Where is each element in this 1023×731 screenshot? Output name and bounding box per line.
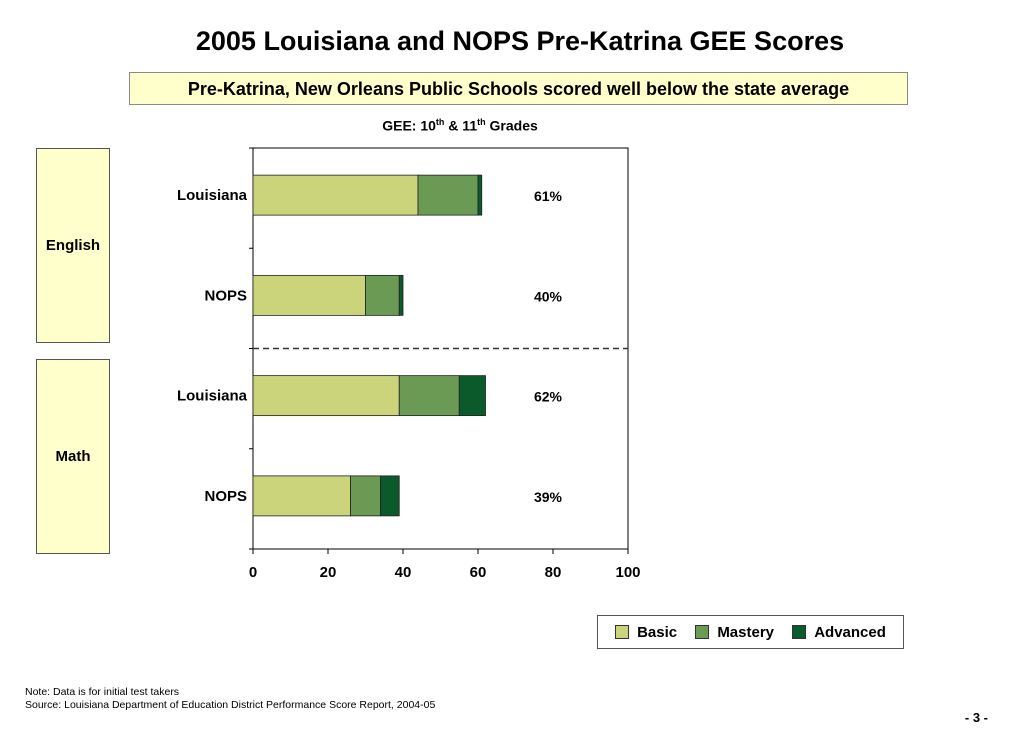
bar-advanced-2 xyxy=(458,375,486,417)
bar-mastery-1 xyxy=(365,274,400,316)
category-label-0: Louisiana xyxy=(177,187,248,204)
bar-mastery-2 xyxy=(398,375,460,417)
legend-label-advanced: Advanced xyxy=(814,623,886,641)
category-label-3: NOPS xyxy=(204,488,247,505)
x-tick-label-3: 60 xyxy=(470,564,487,581)
bar-advanced-1 xyxy=(398,274,404,316)
group-label-math: Math xyxy=(55,448,91,465)
footnote-source: Source: Louisiana Department of Educatio… xyxy=(25,699,436,711)
chart-title-prefix: GEE: 10 xyxy=(382,117,436,134)
legend-swatch-advanced xyxy=(792,625,807,639)
bar-basic-2 xyxy=(252,375,400,417)
bar-mastery-3 xyxy=(350,475,381,517)
legend-item-mastery: Mastery xyxy=(695,624,774,641)
total-label-0: 61% xyxy=(534,188,563,204)
footnote-note: Note: Data is for initial test takers xyxy=(25,686,180,698)
category-label-1: NOPS xyxy=(204,287,247,304)
bar-mastery-0 xyxy=(417,174,479,216)
bar-basic-3 xyxy=(252,475,351,517)
bar-advanced-0 xyxy=(477,174,483,216)
chart-legend: Basic Mastery Advanced xyxy=(597,615,904,649)
total-label-2: 62% xyxy=(534,389,563,405)
bar-basic-1 xyxy=(252,274,366,316)
x-tick-label-1: 20 xyxy=(320,564,337,581)
group-box-english: English xyxy=(36,148,110,343)
category-label-2: Louisiana xyxy=(177,388,248,405)
bar-basic-0 xyxy=(252,174,419,216)
chart-title-sup-2: th xyxy=(477,117,486,127)
x-tick-label-0: 0 xyxy=(249,564,257,581)
page-title: 2005 Louisiana and NOPS Pre-Katrina GEE … xyxy=(195,26,845,56)
chart-title-suffix: Grades xyxy=(485,117,538,134)
chart-title: GEE: 10th & 11th Grades xyxy=(330,117,590,134)
legend-item-basic: Basic xyxy=(615,624,677,641)
total-label-3: 39% xyxy=(534,489,563,505)
footnote: Note: Data is for initial test takers So… xyxy=(25,686,435,712)
group-box-math: Math xyxy=(36,359,110,554)
legend-label-mastery: Mastery xyxy=(717,623,775,641)
x-tick-label-5: 100 xyxy=(615,564,640,581)
chart-title-middle: & 11 xyxy=(444,117,478,134)
legend-item-advanced: Advanced xyxy=(792,624,886,641)
legend-swatch-basic xyxy=(615,625,630,639)
subtitle-box: Pre-Katrina, New Orleans Public Schools … xyxy=(129,72,908,105)
x-tick-label-4: 80 xyxy=(545,564,562,581)
bar-advanced-3 xyxy=(380,475,400,517)
subtitle-text: Pre-Katrina, New Orleans Public Schools … xyxy=(187,79,850,99)
group-label-english: English xyxy=(45,237,101,254)
x-tick-label-2: 40 xyxy=(395,564,412,581)
chart-title-sup-1: th xyxy=(435,117,445,127)
legend-swatch-mastery xyxy=(695,625,710,639)
legend-label-basic: Basic xyxy=(637,623,678,641)
page-number: - 3 - xyxy=(964,710,988,725)
total-label-1: 40% xyxy=(534,288,563,304)
